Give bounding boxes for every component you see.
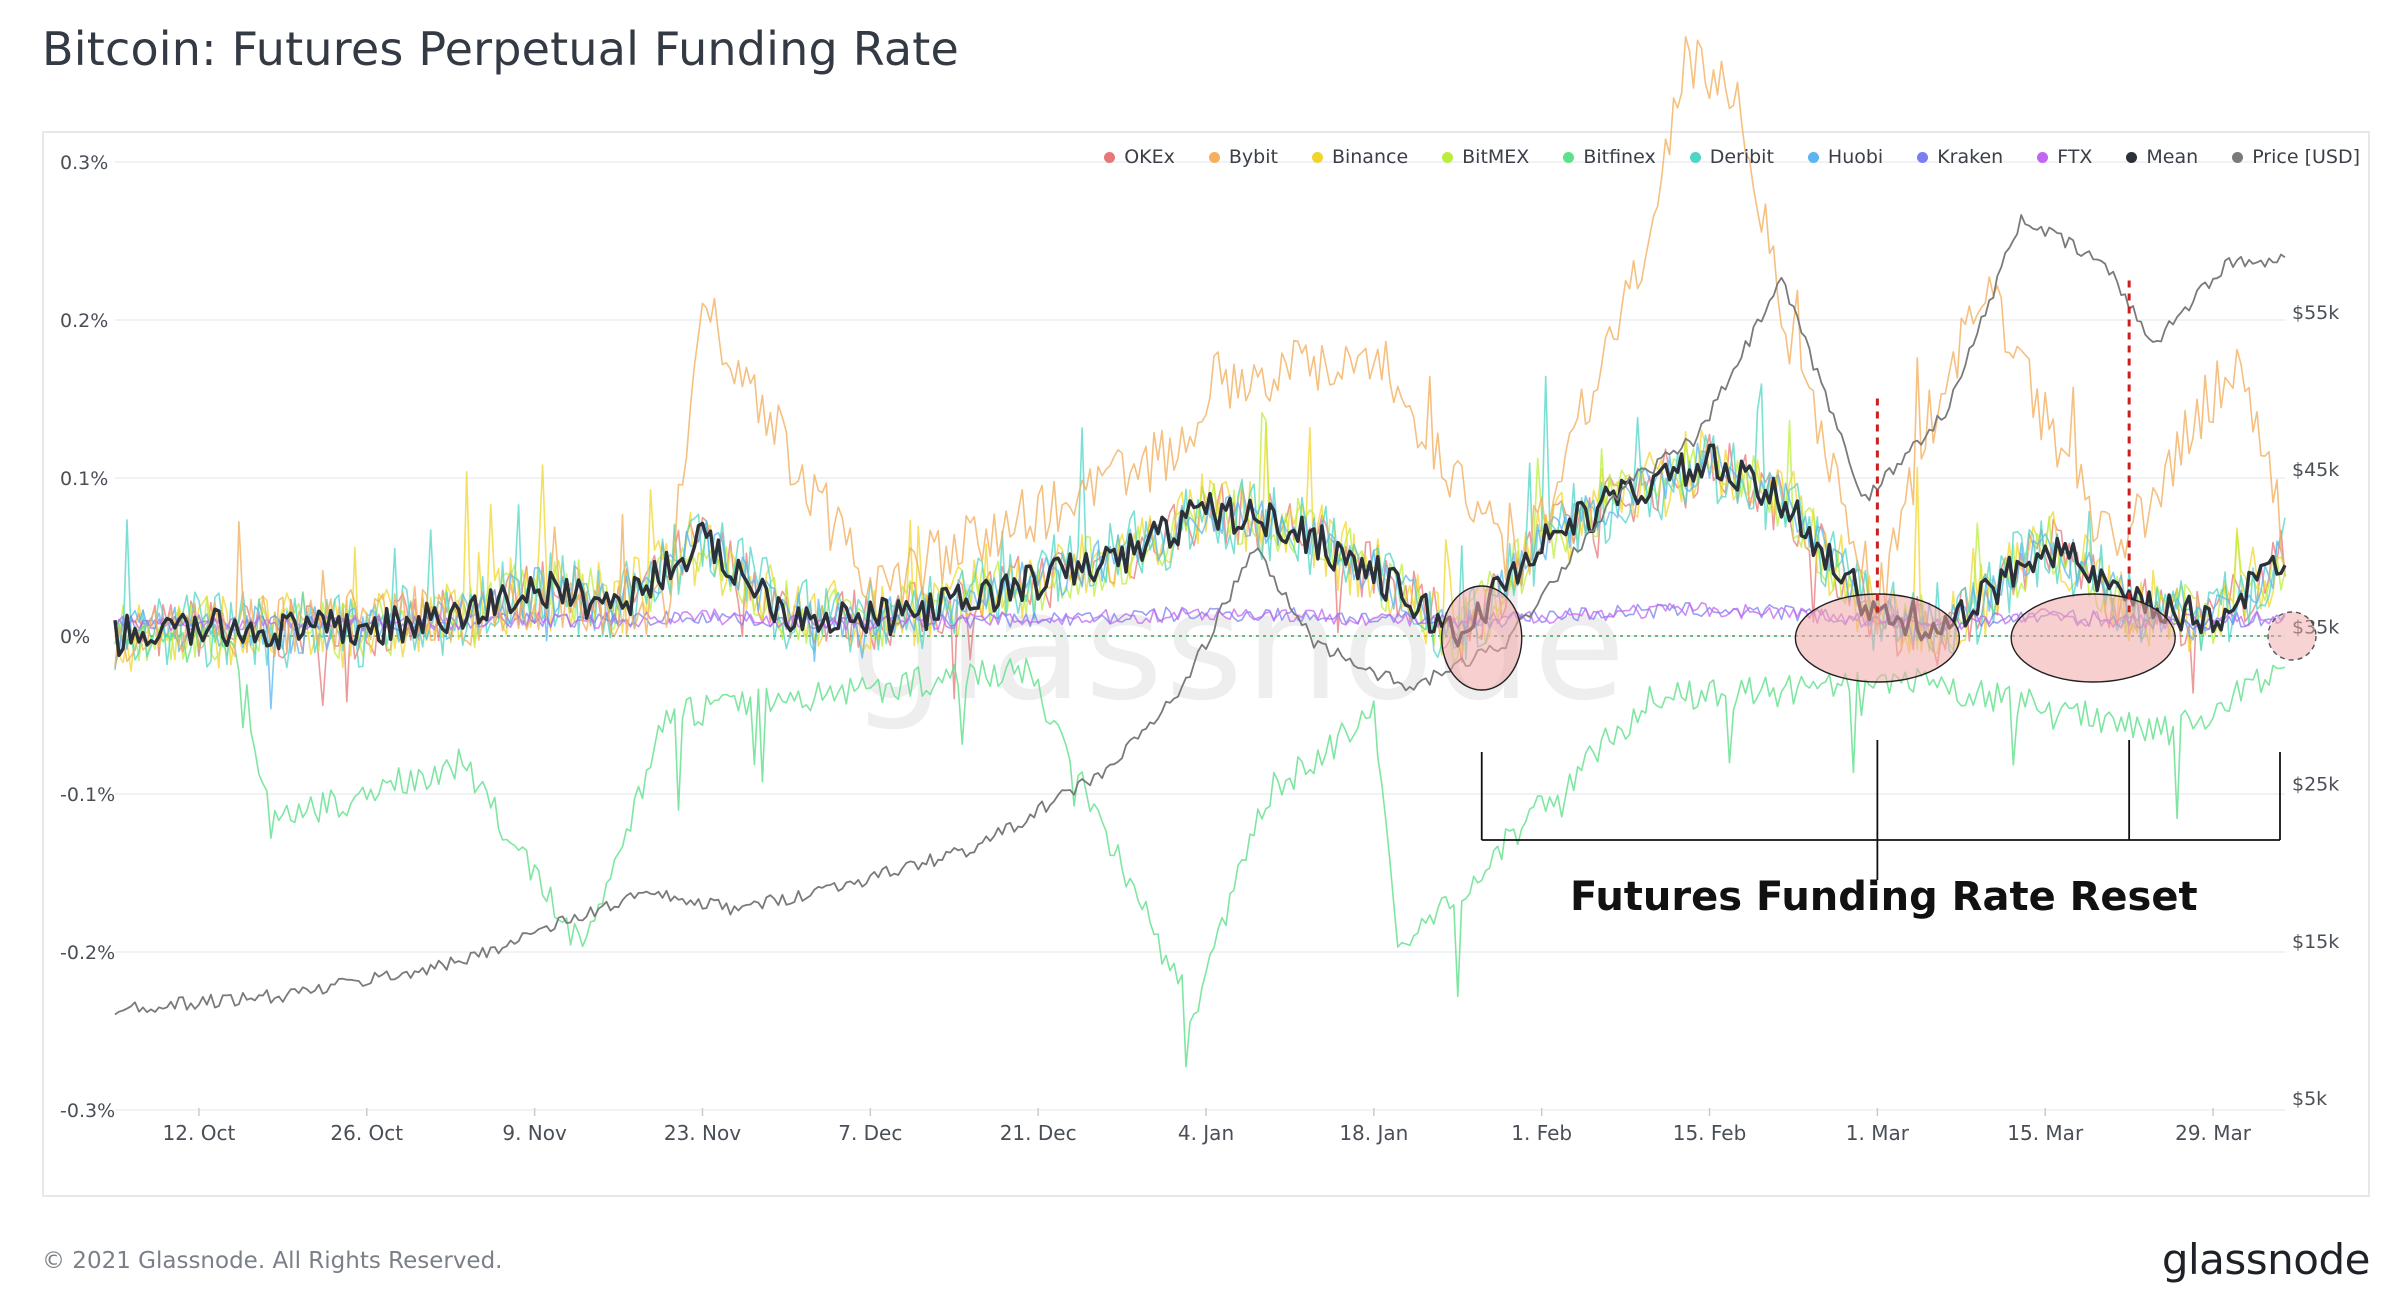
x-tick-label: 15. Feb [1673,1121,1747,1145]
chart-frame [42,131,2370,1197]
x-tick-label: 1. Feb [1511,1121,1572,1145]
legend-dot [1917,151,1929,163]
y-right-tick-label: $55k [2292,302,2339,324]
glassnode-logo[interactable]: glassnode [2161,1235,2371,1284]
legend-dot [2037,151,2049,163]
y-right-tick-label: $25k [2292,774,2339,796]
legend-label: FTX [2057,146,2093,168]
x-tick-label: 7. Dec [838,1121,902,1145]
legend-dot [1807,151,1819,163]
y-left-tick-label: -0.3% [60,1100,115,1122]
legend-label: Huobi [1827,146,1884,168]
y-left-tick-label: 0.3% [60,152,108,174]
legend-dot [1311,151,1323,163]
series-bitfinex-line [114,619,2286,1068]
legend-item-okex[interactable]: OKEx [1104,146,1175,168]
legend-label: Kraken [1937,146,2004,168]
y-left-tick-label: 0.2% [60,310,108,332]
legend-label: OKEx [1124,146,1175,168]
y-left-tick-label: -0.2% [60,942,115,964]
legend-dot [1208,151,1220,163]
legend-dot [1104,151,1116,163]
series-price-line [114,214,2286,1016]
x-tick-label: 4. Jan [1178,1121,1234,1145]
x-tick-label: 21. Dec [1000,1121,1077,1145]
y-right-tick-label: $15k [2292,931,2339,953]
legend-label: Bybit [1228,146,1278,168]
x-tick-label: 12. Oct [163,1121,236,1145]
y-right-tick-label: $45k [2292,459,2339,481]
legend-label: BitMEX [1462,146,1530,168]
annotation-label: Futures Funding Rate Reset [1570,874,2198,920]
y-left-tick-label: 0% [60,626,90,648]
copyright-text: © 2021 Glassnode. All Rights Reserved. [42,1248,503,1274]
chart-legend: OKEx Bybit Binance BitMEX Bitfinex Deribit Huo… [1070,146,2360,168]
reset-zone-current [2267,611,2317,661]
legend-dot [1442,151,1454,163]
series-okex-line [114,433,2286,707]
legend-item-binance[interactable]: Binance [1311,146,1409,168]
legend-label: Price [USD] [2252,146,2360,168]
x-tick-label: 9. Nov [502,1121,567,1145]
y-right-tick-label: $5k [2292,1088,2327,1110]
legend-item-kraken[interactable]: Kraken [1917,146,2003,168]
x-tick-label: 29. Mar [2175,1121,2252,1145]
x-tick-label: 23. Nov [664,1121,741,1145]
legend-dot [2232,151,2244,163]
legend-label: Bitfinex [1583,146,1656,168]
legend-dot [2126,151,2138,163]
legend-item-bitfinex[interactable]: Bitfinex [1563,146,1656,168]
x-tick-label: 18. Jan [1339,1121,1408,1145]
reset-zone-ellipse [1441,585,1523,691]
x-tick-label: 15. Mar [2007,1121,2084,1145]
legend-item-price-usd[interactable]: Price [USD] [2232,146,2360,168]
y-left-tick-label: 0.1% [60,468,108,490]
legend-item-ftx[interactable]: FTX [2037,146,2092,168]
legend-label: Mean [2146,146,2199,168]
legend-dot [1689,151,1701,163]
legend-item-deribit[interactable]: Deribit [1689,146,1774,168]
legend-item-mean[interactable]: Mean [2126,146,2198,168]
x-tick-label: 26. Oct [330,1121,403,1145]
y-left-tick-label: -0.1% [60,784,115,806]
page-title: Bitcoin: Futures Perpetual Funding Rate [42,22,960,76]
legend-item-bybit[interactable]: Bybit [1208,146,1278,168]
reset-zone-ellipse [2010,593,2176,683]
series-huobi-line [114,442,2286,710]
legend-item-huobi[interactable]: Huobi [1807,146,1884,168]
series-bybit-line [114,36,2286,667]
legend-label: Deribit [1709,146,1774,168]
legend-item-bitmex[interactable]: BitMEX [1442,146,1529,168]
legend-dot [1563,151,1575,163]
legend-label: Binance [1331,146,1409,168]
x-tick-label: 1. Mar [1846,1121,1910,1145]
